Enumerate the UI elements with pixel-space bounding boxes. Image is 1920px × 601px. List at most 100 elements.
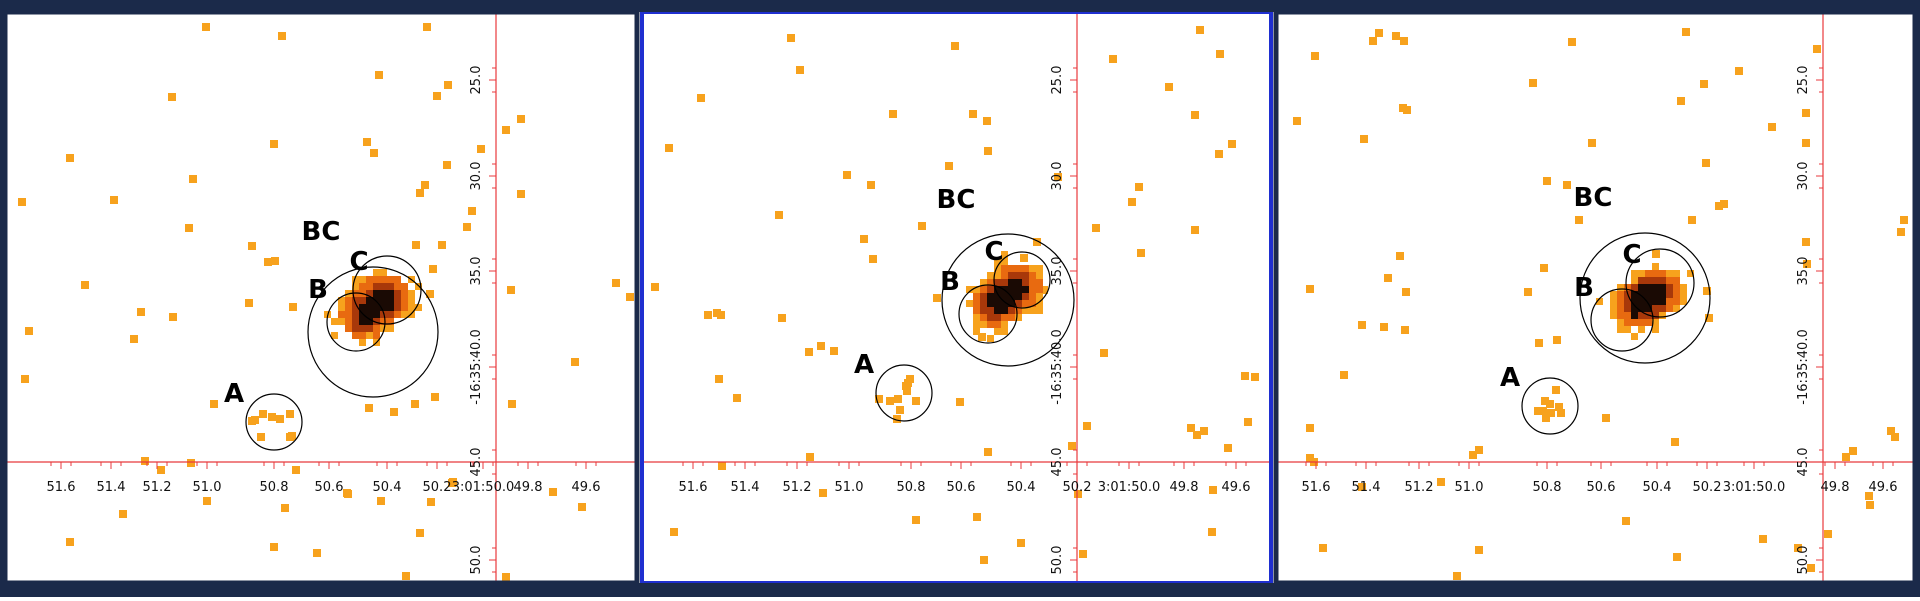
region-circle-a[interactable] <box>245 393 303 451</box>
source-pixel <box>1652 277 1659 284</box>
source-pixel <box>1652 319 1659 326</box>
photon-pixel <box>1208 528 1216 536</box>
panel-background <box>642 12 1271 583</box>
region-circle-c[interactable] <box>1625 248 1695 318</box>
source-pixel <box>380 304 387 311</box>
source-pixel <box>1631 298 1638 305</box>
source-pixel <box>1008 286 1015 293</box>
region-circle-a[interactable] <box>1521 377 1579 435</box>
source-pixel <box>1624 298 1631 305</box>
source-pixel <box>352 297 359 304</box>
source-pixel <box>1036 265 1043 272</box>
region-circle-bc[interactable] <box>307 266 439 398</box>
region-circle-c[interactable] <box>352 255 422 325</box>
region-circle-b[interactable] <box>1590 288 1654 352</box>
region-circle-a[interactable] <box>875 364 933 422</box>
source-pixel <box>973 293 980 300</box>
photon-pixel <box>787 34 795 42</box>
panel-right[interactable]: 51.6 51.4 51.2 51.0 50.8 50.6 50.4 50.2 3:01:50.… <box>1273 9 1918 586</box>
photon-pixel <box>137 308 145 316</box>
source-pixel <box>1673 277 1680 284</box>
source-pixel <box>352 332 359 339</box>
photon-pixel <box>110 196 118 204</box>
panel-middle[interactable]: 51.6 51.4 51.2 51.0 50.8 50.6 50.4 50.2 3:01:50.… <box>640 10 1273 585</box>
x-tick-label: 51.6 <box>1302 480 1331 495</box>
photon-pixel <box>1200 427 1208 435</box>
source-pixel <box>980 300 987 307</box>
source-pixel <box>1666 298 1673 305</box>
photon-pixel <box>421 181 429 189</box>
source-pixel <box>987 293 994 300</box>
source-pixel <box>359 332 366 339</box>
region-circle-bc[interactable] <box>941 233 1075 367</box>
source-pixel <box>1680 298 1687 305</box>
photon-pixel <box>945 162 953 170</box>
x-tick-label: 49.6 <box>572 480 601 495</box>
photon-pixel <box>365 404 373 412</box>
photon-pixel <box>1563 181 1571 189</box>
source-pixel <box>387 325 394 332</box>
source-pixel <box>1036 300 1043 307</box>
source-pixel <box>338 318 345 325</box>
source-pixel <box>1638 305 1645 312</box>
source-pixel <box>1659 312 1666 319</box>
photon-pixel <box>571 358 579 366</box>
photon-pixel <box>1535 339 1543 347</box>
photon-pixel <box>257 433 265 441</box>
x-tick-label: 3:01:50.0 <box>1098 480 1161 495</box>
source-pixel <box>1001 293 1008 300</box>
photon-pixel <box>377 497 385 505</box>
y-tick-label: 50.0 <box>469 546 484 575</box>
panel-background <box>5 12 637 583</box>
photon-pixel <box>288 432 296 440</box>
photon-pixel <box>869 255 877 263</box>
source-pixel <box>1666 305 1673 312</box>
photon-pixel <box>1358 483 1366 491</box>
source-pixel <box>338 304 345 311</box>
source-pixel <box>994 293 1001 300</box>
source-pixel <box>1015 265 1022 272</box>
x-tick-label: 50.2 <box>1063 480 1092 495</box>
source-pixel <box>1015 300 1022 307</box>
photon-pixel <box>1400 37 1408 45</box>
photon-pixel <box>549 488 557 496</box>
photon-pixel <box>433 92 441 100</box>
source-pixel <box>994 314 1001 321</box>
photon-pixel <box>775 211 783 219</box>
source-pixel <box>1015 286 1022 293</box>
region-circle-c[interactable] <box>993 251 1051 309</box>
source-pixel <box>387 311 394 318</box>
source-pixel <box>1631 277 1638 284</box>
source-pixel <box>359 339 366 346</box>
region-circle-b[interactable] <box>326 292 386 352</box>
photon-pixel <box>817 342 825 350</box>
source-pixel <box>1638 291 1645 298</box>
photon-pixel <box>1228 140 1236 148</box>
source-pixel <box>387 297 394 304</box>
panel-left[interactable]: 51.6 51.4 51.2 51.0 50.8 50.6 50.4 50.2 3:01:50.… <box>2 9 640 586</box>
region-circle-bc[interactable] <box>1579 232 1711 364</box>
source-pixel <box>1631 305 1638 312</box>
photon-pixel <box>886 397 894 405</box>
source-pixel <box>1029 279 1036 286</box>
photon-pixel <box>1191 111 1199 119</box>
source-pixel <box>352 276 359 283</box>
source-pixel <box>408 297 415 304</box>
photon-pixel <box>1360 135 1368 143</box>
source-pixel <box>387 290 394 297</box>
source-pixel <box>366 332 373 339</box>
source-pixel <box>1631 312 1638 319</box>
photon-pixel <box>1216 50 1224 58</box>
region-label-a: A <box>224 379 244 409</box>
source-pixel <box>1659 291 1666 298</box>
bottom-bar <box>0 583 1920 597</box>
photon-pixel <box>66 538 74 546</box>
photon-pixel <box>502 126 510 134</box>
photon-pixel <box>805 348 813 356</box>
source-pixel <box>1645 284 1652 291</box>
source-pixel <box>1036 293 1043 300</box>
photon-pixel <box>984 448 992 456</box>
region-circle-b[interactable] <box>958 284 1018 344</box>
region-label-c: C <box>1622 240 1641 270</box>
source-pixel <box>1610 291 1617 298</box>
